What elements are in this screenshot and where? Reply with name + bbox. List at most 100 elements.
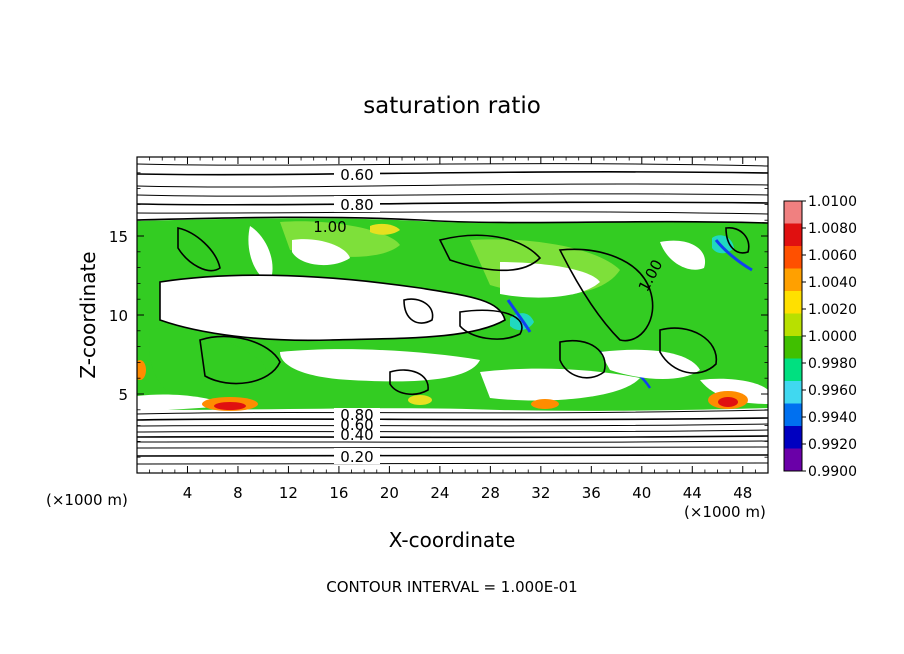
contour-line [137, 423, 768, 427]
colorbar-tick-label: 0.9920 [808, 437, 857, 453]
colorbar-swatch [784, 268, 802, 292]
clear-air-gaps [137, 226, 768, 412]
hotspot-red [531, 399, 559, 409]
clear-gap [480, 368, 640, 401]
x-tick-label: 16 [329, 484, 348, 502]
chart-title: saturation ratio [363, 93, 541, 119]
x-tick-label: 8 [233, 484, 243, 502]
clear-gap [292, 239, 350, 266]
clear-gap [660, 240, 706, 270]
contour-line [137, 417, 768, 421]
clear-gap [600, 349, 700, 380]
contour-line [159, 274, 506, 342]
x-axis-label: X-coordinate [389, 528, 516, 552]
hotspot-yellow [137, 360, 146, 380]
cloud-edge-blue [714, 239, 753, 272]
contour-label: 0.80 [340, 406, 373, 424]
hotspot-yellow [408, 395, 432, 405]
colorbar-swatch [784, 291, 802, 314]
contour-label: 0.60 [340, 166, 373, 184]
contour-line [403, 298, 434, 324]
contour-line [137, 216, 768, 224]
contour-line [137, 171, 768, 176]
x-tick-label: 40 [632, 484, 651, 502]
cloud-edge-blue [506, 299, 532, 333]
contour-line [137, 183, 768, 188]
contour-line [137, 201, 768, 206]
x-tick-label: 12 [279, 484, 298, 502]
contour-line [137, 163, 768, 167]
x-tick-label: 48 [733, 484, 752, 502]
clear-gap [280, 349, 480, 382]
contour-line [389, 369, 429, 396]
colorbar-tick-label: 0.9900 [808, 464, 857, 480]
stratified-contours [137, 163, 768, 465]
colorbar-tick-label: 1.0020 [808, 302, 857, 318]
contour-line [137, 211, 768, 215]
colorbar-swatch [784, 358, 802, 382]
colorbar-swatch [784, 246, 802, 269]
x-axis: 4 8 12 16 20 24 28 32 36 40 44 48 [149, 157, 756, 502]
contour-line [725, 227, 750, 254]
hotspot-red [718, 397, 738, 407]
x-tick-label: 20 [380, 484, 399, 502]
colorbar-swatch [784, 403, 802, 427]
x-tick-label: 24 [430, 484, 449, 502]
x-unit-label: (×1000 m) [684, 503, 766, 521]
colorbar-swatch [784, 448, 802, 472]
colorbar-tick-label: 1.0100 [808, 194, 857, 210]
colorbar-swatch [784, 201, 802, 224]
colorbar-tick-label: 0.9960 [808, 383, 857, 399]
contour-line [558, 248, 654, 342]
y-unit-label: (×1000 m) [46, 491, 128, 509]
colorbar-tick-label: 1.0000 [808, 329, 857, 345]
colorbar-swatch [784, 313, 802, 337]
contour-line [177, 227, 221, 272]
colorbar-tick-label: 0.9980 [808, 356, 857, 372]
contour-line [137, 193, 768, 197]
contour-line [199, 335, 281, 385]
contour-label: 0.80 [340, 196, 373, 214]
contour-line [137, 409, 768, 415]
colorbar: 1.0100 1.0080 1.0060 1.0040 1.0020 1.0000 0.99… [783, 194, 857, 480]
contour-line [137, 462, 768, 465]
contour-label: 1.00 [313, 218, 346, 236]
colorbar-swatch [784, 426, 802, 449]
clear-gap [137, 394, 230, 412]
contour-1-00 [137, 216, 768, 396]
colorbar-swatch [784, 336, 802, 359]
colorbar-swatch [784, 223, 802, 247]
x-tick-label: 44 [683, 484, 702, 502]
contour-line [659, 327, 718, 374]
x-tick-label: 4 [183, 484, 193, 502]
x-tick-label: 28 [481, 484, 500, 502]
colorbar-swatch [784, 381, 802, 404]
contour-line [559, 339, 606, 379]
contour-line [137, 440, 768, 443]
x-tick-label: 32 [531, 484, 550, 502]
contour-label: 0.60 [340, 416, 373, 434]
plot-area: 0.60 0.80 1.00 1.00 0.80 0.60 0.40 0.20 [137, 157, 768, 473]
clear-gap [500, 262, 600, 298]
clear-gap [248, 226, 273, 282]
clear-gap [700, 378, 768, 404]
contour-line [137, 446, 768, 449]
y-tick-label: 5 [118, 386, 128, 404]
contour-line [137, 454, 768, 457]
colorbar-tick-label: 1.0060 [808, 248, 857, 264]
contour-label: 0.20 [340, 448, 373, 466]
contour-labels: 0.60 0.80 1.00 1.00 0.80 0.60 0.40 0.20 [313, 166, 666, 466]
contour-interval-note: CONTOUR INTERVAL = 1.000E-01 [326, 578, 577, 596]
contour-line [137, 429, 768, 433]
y-tick-label: 10 [109, 307, 128, 325]
contour-line [438, 234, 542, 272]
colorbar-tick-label: 1.0040 [808, 275, 857, 291]
hotspot-red [214, 402, 246, 410]
contour-line [137, 435, 768, 439]
cloud-base-hotspots [137, 360, 748, 411]
contour-label: 0.40 [340, 426, 373, 444]
contour-line [459, 309, 523, 340]
y-axis: 5 10 15 [109, 172, 768, 458]
x-tick-label: 36 [582, 484, 601, 502]
